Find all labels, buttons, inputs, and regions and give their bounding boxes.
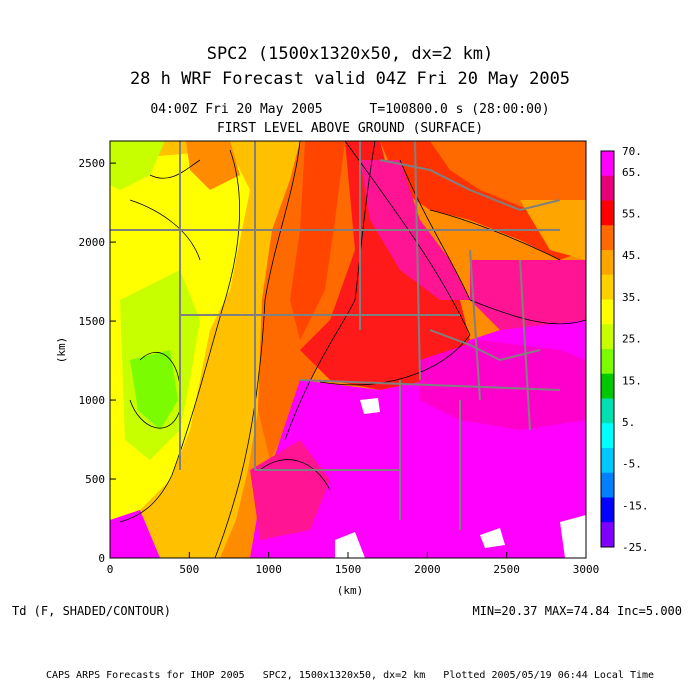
x-tick-label: 1500 [335, 563, 362, 576]
colorbar-label: 5. [622, 416, 635, 429]
colorbar-frame [600, 150, 615, 548]
x-tick-label: 2000 [414, 563, 441, 576]
colorbar-swatch [601, 324, 614, 350]
colorbar-label: 45. [622, 249, 642, 262]
colorbar-label: 15. [622, 374, 642, 387]
footer-credit: CAPS ARPS Forecasts for IHOP 2005 SPC2, … [45, 670, 655, 681]
colorbar-swatch [601, 225, 614, 251]
colorbar-swatch [601, 522, 614, 548]
colorbar-label: 35. [622, 291, 642, 304]
colorbar-swatch [601, 398, 614, 424]
colorbar-swatch [601, 274, 614, 300]
colorbar-label: 25. [622, 333, 642, 346]
y-tick-label: 2500 [79, 157, 106, 170]
x-tick-label: 3000 [573, 563, 600, 576]
colorbar-swatch [601, 497, 614, 523]
x-tick-label: 500 [179, 563, 199, 576]
y-tick-label: 500 [85, 473, 105, 486]
x-axis-label: (km) [337, 584, 364, 597]
x-tick-label: 2500 [493, 563, 520, 576]
colorbar-swatch [601, 299, 614, 325]
title-line-1: SPC2 (1500x1320x50, dx=2 km) [206, 44, 494, 64]
x-axis: 0 500 1000 1500 2000 2500 3000 [107, 552, 600, 576]
y-axis-label: (km) [55, 337, 68, 364]
colorbar-swatch [601, 349, 614, 375]
colorbar-label: 70. [622, 145, 642, 158]
title-line-2: 28 h WRF Forecast valid 04Z Fri 20 May 2… [129, 69, 571, 89]
shaded-field [110, 141, 586, 558]
colorbar-swatch [601, 175, 614, 201]
title-line-3: 04:00Z Fri 20 May 2005 T=100800.0 s (28:… [150, 102, 550, 117]
colorbar-labels: 70. 65. 55. 45. 35. 25. 15. 5. -5. -15. -25. [622, 145, 649, 554]
y-axis: 0 500 1000 1500 2000 2500 [79, 157, 116, 565]
colorbar-label: 55. [622, 208, 642, 221]
colorbar-swatch [601, 448, 614, 474]
colorbar-label: -25. [622, 541, 649, 554]
variable-label: Td (F, SHADED/CONTOUR) [12, 604, 171, 618]
colorbar-label: 65. [622, 166, 642, 179]
colorbar-swatch [601, 200, 614, 226]
x-tick-label: 0 [107, 563, 114, 576]
colorbar-swatch [601, 472, 614, 498]
colorbar-label: -15. [622, 499, 649, 512]
y-tick-label: 1000 [79, 394, 106, 407]
colorbar-swatch [601, 151, 614, 177]
colorbar-swatch [601, 250, 614, 276]
colorbar-swatch [601, 423, 614, 449]
x-tick-label: 1000 [255, 563, 282, 576]
y-tick-label: 1500 [79, 315, 106, 328]
colorbar-swatch [601, 373, 614, 399]
title-line-4: FIRST LEVEL ABOVE GROUND (SURFACE) [216, 121, 484, 136]
y-tick-label: 2000 [79, 236, 106, 249]
colorbar-label: -5. [622, 458, 642, 471]
y-tick-label: 0 [98, 552, 105, 565]
field-stats: MIN=20.37 MAX=74.84 Inc=5.000 [472, 604, 682, 618]
colorbar [600, 150, 615, 548]
